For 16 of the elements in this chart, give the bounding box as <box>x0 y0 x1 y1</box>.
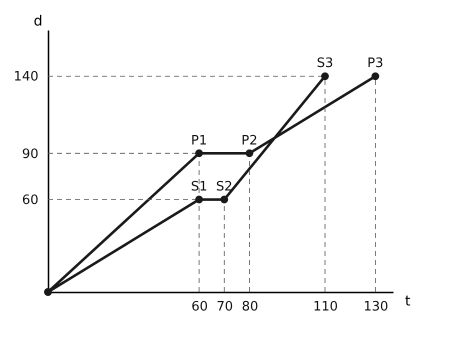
x-tick-label: 60 <box>191 300 208 314</box>
annotation: S3 <box>316 56 334 72</box>
annotation: P2 <box>241 133 258 148</box>
annotation: S1 <box>190 180 208 195</box>
y-tick-label: 90 <box>22 146 38 162</box>
x-tick-label: 110 <box>313 300 338 314</box>
x-tick-label: 70 <box>216 300 234 314</box>
y-tick-label: 140 <box>14 70 38 85</box>
annotation: P1 <box>191 133 208 148</box>
y-tick-label: 60 <box>22 193 38 208</box>
annotation: P3 <box>367 56 384 72</box>
y-axis-title: d <box>34 14 42 30</box>
x-tick-label: 80 <box>242 300 258 314</box>
x-axis-title: t <box>405 294 411 310</box>
annotation: S2 <box>216 180 233 195</box>
x-tick-label: 130 <box>363 300 388 314</box>
